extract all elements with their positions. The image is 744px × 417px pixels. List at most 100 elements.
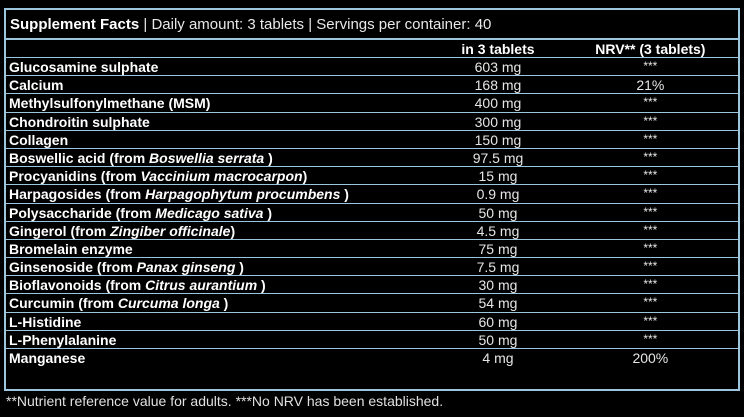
nutrient-name: Gingerol (from Zingiber officinale)	[6, 222, 433, 239]
nutrient-label: L-Phenylalanine	[9, 331, 117, 348]
nutrient-name: Glucosamine sulphate	[6, 58, 433, 75]
amount-cell: 300 mg	[474, 113, 522, 130]
amount-cell: 60 mg	[478, 313, 518, 330]
nutrient-label: Polysaccharide (from	[9, 204, 156, 221]
table-row: Curcumin (from Curcuma longa ) 54 mg ***	[6, 293, 738, 311]
column-header-amount: in 3 tablets	[461, 41, 535, 57]
table-row: L-Phenylalanine 50 mg ***	[6, 329, 738, 348]
nutrient-label-tail: )	[340, 186, 349, 203]
nutrient-label-tail: )	[257, 277, 266, 294]
nutrient-label: Glucosamine sulphate	[9, 59, 159, 75]
amount-cell: 7.5 mg	[476, 259, 520, 276]
nutrient-label: Boswellic acid (from	[9, 149, 150, 166]
table-row: Collagen 150 mg ***	[6, 129, 738, 148]
nutrient-table: in 3 tablets NRV** (3 tablets) Glucosami…	[6, 38, 738, 366]
table-row: Procyanidins (from Vaccinium macrocarpon…	[6, 166, 738, 184]
nutrient-label: Gingerol (from	[9, 222, 111, 239]
amount-cell: 97.5 mg	[472, 149, 524, 166]
nutrient-label-tail: )	[263, 204, 272, 221]
nrv-cell: ***	[643, 186, 658, 201]
nutrient-label-tail: )	[235, 259, 244, 276]
top-cropped-edge	[0, 0, 744, 8]
column-header-nrv: NRV** (3 tablets)	[595, 41, 706, 57]
nrv-cell: ***	[643, 95, 658, 110]
amount-cell: 4.5 mg	[476, 222, 520, 239]
nutrient-name: Curcumin (from Curcuma longa )	[6, 294, 433, 311]
nrv-cell: ***	[643, 168, 658, 183]
nutrient-name: Methylsulfonylmethane (MSM)	[6, 94, 433, 111]
table-row: Glucosamine sulphate 603 mg ***	[6, 57, 738, 75]
nutrient-name: Collagen	[6, 131, 433, 148]
table-row: Manganese 4 mg 200%	[6, 348, 738, 366]
nrv-cell: ***	[643, 240, 658, 255]
table-row: Bioflavonoids (from Citrus aurantium ) 30…	[6, 275, 738, 293]
table-row: Polysaccharide (from Medicago sativa ) 50…	[6, 202, 738, 221]
nrv-cell: ***	[643, 331, 658, 346]
amount-cell: 4 mg	[482, 350, 514, 366]
nutrient-label-tail: )	[264, 149, 273, 166]
nutrient-label: Manganese	[9, 350, 86, 366]
nutrient-name: Calcium	[6, 76, 433, 93]
supplement-facts-panel: Supplement Facts | Daily amount: 3 table…	[4, 8, 740, 391]
nutrient-source: Zingiber officinale	[110, 222, 231, 239]
nutrient-source: Citrus aurantium	[145, 277, 258, 294]
nutrient-label: Bromelain enzyme	[9, 240, 133, 257]
nutrient-name: Polysaccharide (from Medicago sativa )	[6, 204, 433, 221]
servings-per-container: Servings per container: 40	[316, 16, 492, 33]
nutrient-label-tail: )	[230, 222, 236, 239]
amount-cell: 50 mg	[478, 331, 518, 348]
nutrient-name: Harpagosides (from Harpagophytum procumb…	[6, 185, 433, 202]
nrv-cell: ***	[643, 59, 658, 73]
facts-title: Supplement Facts	[10, 16, 140, 33]
footnote: **Nutrient reference value for adults. *…	[6, 393, 444, 409]
table-row: Methylsulfonylmethane (MSM) 400 mg ***	[6, 93, 738, 111]
nutrient-label: Methylsulfonylmethane (MSM)	[9, 95, 211, 112]
nrv-cell: ***	[643, 259, 658, 274]
nrv-cell: ***	[643, 295, 658, 310]
nutrient-label-tail: )	[302, 168, 308, 185]
nutrient-source: Panax ginseng	[136, 259, 236, 276]
nutrient-name: Ginsenoside (from Panax ginseng )	[6, 258, 433, 275]
table-header-row: in 3 tablets NRV** (3 tablets)	[6, 38, 738, 57]
nutrient-name: Bromelain enzyme	[6, 240, 433, 257]
nrv-cell: ***	[643, 204, 658, 219]
amount-cell: 50 mg	[478, 204, 518, 221]
amount-cell: 30 mg	[478, 277, 518, 294]
amount-cell: 54 mg	[478, 295, 518, 312]
amount-cell: 75 mg	[478, 240, 518, 257]
amount-cell: 150 mg	[474, 131, 522, 148]
nrv-cell: 21%	[636, 77, 665, 94]
table-row: L-Histidine 60 mg ***	[6, 311, 738, 330]
nrv-cell: 200%	[632, 350, 669, 366]
table-row: Gingerol (from Zingiber officinale) 4.5 m…	[6, 220, 738, 239]
nutrient-name: Bioflavonoids (from Citrus aurantium )	[6, 276, 433, 293]
nrv-cell: ***	[643, 277, 658, 292]
nrv-cell: ***	[643, 313, 658, 328]
amount-cell: 400 mg	[474, 95, 522, 112]
nutrient-name: Manganese	[6, 349, 433, 366]
table-row: Boswellic acid (from Boswellia serrata )…	[6, 147, 738, 166]
amount-cell: 168 mg	[474, 77, 522, 94]
nrv-cell: ***	[643, 222, 658, 237]
nutrient-name: Boswellic acid (from Boswellia serrata )	[6, 149, 433, 166]
nutrient-label: Procyanidins (from	[9, 168, 141, 185]
nutrient-source: Curcuma longa	[117, 295, 220, 312]
nutrient-source: Boswellia serrata	[149, 149, 265, 166]
nutrient-label: L-Histidine	[9, 313, 82, 330]
facts-header: Supplement Facts | Daily amount: 3 table…	[6, 10, 738, 38]
amount-cell: 15 mg	[478, 168, 518, 185]
daily-amount: Daily amount: 3 tablets	[151, 16, 305, 33]
table-row: Chondroitin sulphate 300 mg ***	[6, 111, 738, 130]
nutrient-label: Collagen	[9, 131, 69, 148]
nutrient-source: Vaccinium macrocarpon	[140, 168, 303, 185]
nutrient-source: Harpagophytum procumbens	[145, 186, 341, 203]
nutrient-source: Medicago sativa	[155, 204, 264, 221]
amount-cell: 603 mg	[474, 59, 522, 75]
nutrient-label: Calcium	[9, 77, 64, 94]
separator: |	[143, 16, 148, 33]
table-row: Bromelain enzyme 75 mg ***	[6, 238, 738, 257]
table-row: Calcium 168 mg 21%	[6, 75, 738, 93]
column-header-name	[6, 40, 433, 57]
nutrient-label: Ginsenoside (from	[9, 259, 137, 276]
table-row: Harpagosides (from Harpagophytum procumb…	[6, 184, 738, 202]
